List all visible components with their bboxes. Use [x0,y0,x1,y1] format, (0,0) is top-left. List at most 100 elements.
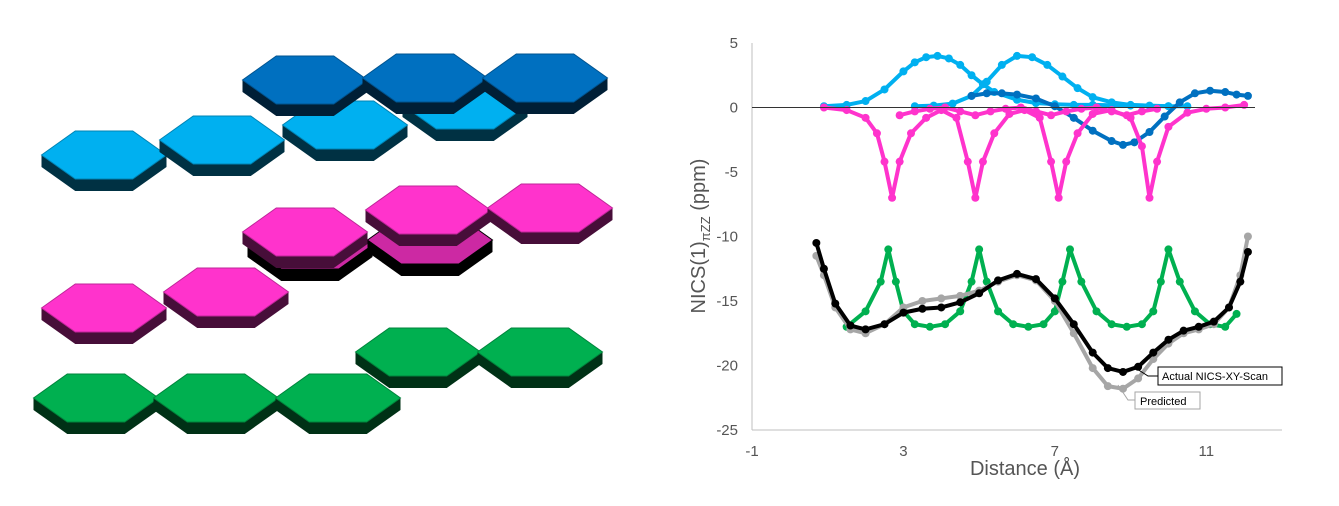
x-axis-title: Distance (Å) [970,457,1080,480]
green-front-ring-1-side [153,398,279,434]
data-point-actual [880,320,889,329]
nics-chart: 5 0 -5 -10 -15 -20 -25 -1 3 7 11 Distance (Å) NIC… [688,35,1283,480]
data-point-light_blue [1069,100,1078,109]
data-point-magenta [895,157,904,166]
data-point-actual [994,276,1003,285]
data-point-actual [937,303,946,312]
data-point-predicted [937,294,946,303]
blue-lower-back-ring-1-side [402,105,528,141]
series-green [842,245,1241,331]
magenta-lower-ring-0-side [247,245,373,281]
blue-upper-ring-2-side [482,78,608,114]
data-point-green [925,322,934,331]
magenta-front-ring-1-top [162,267,290,317]
data-point-magenta_2 [956,107,965,116]
data-point-magenta [880,157,889,166]
data-point-green [1156,277,1165,286]
data-point-magenta [1202,104,1211,113]
green-front-ring-0 [32,373,160,434]
data-point-magenta [1137,142,1146,151]
data-point-actual [1013,269,1021,278]
y-tick-label: 0 [730,100,738,117]
magenta-lower-ring-1-side [367,240,493,276]
data-point-magenta_2 [1122,111,1131,120]
data-point-actual [1194,322,1203,331]
data-point-light_blue [944,54,953,63]
x-tick-label: -1 [745,443,758,460]
data-point-magenta [1153,157,1162,166]
data-point-magenta_2 [910,107,919,116]
data-point-light_blue_2 [1183,102,1192,111]
blue-upper-ring-0-side [242,80,368,116]
data-point-light_blue_2 [997,60,1006,69]
green-front-ring-2-top [274,373,402,423]
data-point-green [967,277,976,286]
data-point-magenta [861,113,870,122]
green-front-ring-2-side [275,398,401,434]
data-point-actual [819,264,828,273]
annotation-actual-leader [1136,368,1158,377]
data-point-predicted [1119,384,1127,393]
data-point-dark_blue [997,89,1006,98]
series-light_blue_2 [910,51,1192,111]
green-back-ring-1-side [477,352,603,388]
data-point-magenta [952,113,961,122]
data-point-magenta_2 [1031,107,1040,116]
magenta-front-ring-1 [162,267,290,328]
x-tick-label: 3 [899,443,907,460]
data-point-magenta [1183,108,1192,117]
data-point-actual [1179,326,1188,335]
series-line-magenta [821,102,1247,200]
data-point-light_blue [899,67,908,76]
series-actual [812,238,1252,376]
data-point-actual [812,238,821,247]
data-point-light_blue_2 [1107,98,1116,107]
green-front-ring-1 [152,373,280,434]
data-point-green [1009,320,1018,329]
blue-lower-back-ring-0-side [282,125,408,161]
blue-lower-ring-0 [40,130,168,191]
data-point-actual [861,325,870,334]
data-point-light_blue_2 [982,77,991,86]
data-point-predicted [1088,364,1097,373]
magenta-upper-ring-0 [241,207,369,268]
data-point-light_blue_2 [1013,51,1021,60]
y-axis-title-unit: (ppm) [688,159,710,217]
data-point-dark_blue [967,91,976,100]
data-point-light_blue [956,60,965,69]
data-point-green [861,307,870,316]
data-point-dark_blue [1160,112,1169,121]
data-point-green [1092,307,1101,316]
y-axis-title-sub: πZZ [698,216,713,241]
data-point-magenta [1164,122,1173,131]
data-point-light_blue_2 [1028,53,1037,62]
data-point-actual [1088,348,1097,357]
data-point-actual [1149,348,1158,357]
data-point-magenta_2 [1062,107,1071,116]
x-tick-label: 7 [1051,443,1059,460]
data-point-dark_blue [1175,98,1184,107]
data-point-magenta_2 [895,111,904,120]
y-tick-label: -25 [716,422,738,439]
blue-lower-ring-0-side [41,155,167,191]
y-tick-label: -5 [725,164,738,181]
annotation-actual: Actual NICS-XY-Scan [1136,366,1283,386]
data-point-dark_blue [1119,140,1127,149]
green-front-ring-0-side [33,398,159,434]
data-point-magenta_2 [1153,104,1162,113]
data-point-magenta [1145,193,1154,202]
data-point-green [1066,245,1074,254]
data-point-dark_blue [1145,128,1154,137]
data-point-magenta [907,129,915,138]
data-point-magenta [1062,157,1071,166]
green-back-ring-1-top [476,327,604,377]
data-point-magenta [1088,109,1097,118]
data-point-green [1221,322,1230,331]
blue-upper-ring-2-top [481,53,609,103]
y-tick-label: 5 [730,35,738,52]
data-point-light_blue [880,85,889,94]
data-point-light_blue_2 [1126,100,1135,109]
magenta-front-ring-0 [40,283,168,344]
data-point-magenta [888,193,897,202]
data-point-predicted [1103,382,1112,391]
